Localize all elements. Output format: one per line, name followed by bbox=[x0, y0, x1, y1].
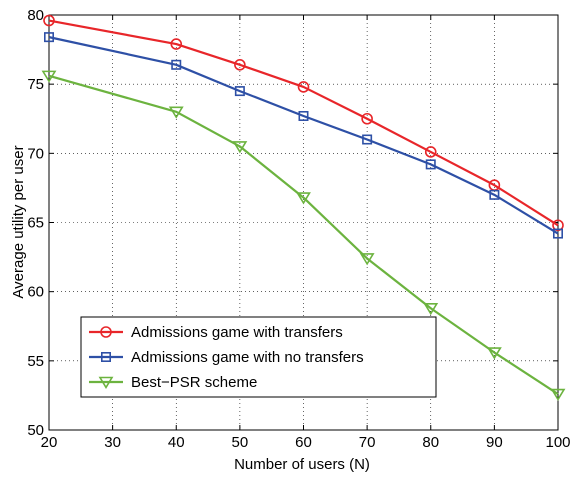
series-2-point bbox=[298, 110, 309, 121]
series-layer bbox=[41, 14, 566, 401]
legend-swatch-marker bbox=[101, 351, 112, 362]
series-2-point bbox=[234, 86, 245, 97]
series-3-point bbox=[41, 70, 57, 83]
y-tick-label: 70 bbox=[27, 145, 44, 162]
series-1-point bbox=[43, 14, 55, 27]
x-tick-label: 70 bbox=[359, 434, 376, 451]
legend-label: Admissions game with transfers bbox=[131, 324, 343, 341]
y-tick-label: 65 bbox=[27, 215, 44, 232]
series-2-line bbox=[48, 36, 559, 235]
series-2 bbox=[43, 32, 563, 239]
x-tick-label: 90 bbox=[486, 434, 503, 451]
series-1-point bbox=[361, 112, 373, 125]
x-tick-label: 60 bbox=[295, 434, 312, 451]
series-1-point bbox=[234, 59, 246, 71]
series-3-point bbox=[232, 141, 248, 154]
legend-swatch-marker bbox=[98, 376, 114, 389]
legend-swatch-marker bbox=[100, 326, 112, 338]
series-1-line bbox=[48, 19, 559, 227]
legend-entry-1: Admissions game with transfers bbox=[89, 324, 343, 341]
axes: 20 30 40 50 60 70 80 90 100 50 55 60 65 70 75 80 bbox=[27, 7, 570, 451]
x-tick-label: 80 bbox=[422, 434, 439, 451]
series-2-point bbox=[425, 159, 436, 170]
legend-label: Admissions game with no transfers bbox=[131, 349, 364, 366]
x-tick-label: 100 bbox=[545, 434, 570, 451]
x-tick-label: 40 bbox=[168, 434, 185, 451]
y-tick-label: 60 bbox=[27, 284, 44, 301]
series-2-point bbox=[362, 134, 373, 145]
legend-label: Best−PSR scheme bbox=[131, 374, 257, 391]
series-1-point bbox=[297, 81, 310, 93]
series-2-point bbox=[489, 189, 500, 200]
series-1-point bbox=[552, 219, 564, 232]
series-3 bbox=[41, 70, 566, 401]
legend-box bbox=[80, 316, 437, 398]
y-tick-label: 50 bbox=[27, 422, 44, 439]
series-3-point bbox=[359, 253, 375, 266]
x-axis-label: Number of users (N) bbox=[234, 456, 370, 473]
series-2-point bbox=[171, 59, 182, 70]
y-tick-label: 75 bbox=[27, 76, 44, 93]
y-axis-label: Average utility per user bbox=[10, 145, 27, 298]
x-tick-label: 50 bbox=[232, 434, 249, 451]
legend: Admissions game with transfers Admissions… bbox=[80, 316, 437, 398]
series-2-point bbox=[552, 228, 563, 239]
series-1-point bbox=[170, 38, 183, 50]
series-1-point bbox=[424, 146, 437, 158]
series-2-point bbox=[43, 32, 54, 43]
series-3-line bbox=[48, 74, 559, 395]
x-tick-label: 20 bbox=[41, 434, 58, 451]
series-3-point bbox=[486, 347, 502, 360]
series-3-point bbox=[423, 302, 439, 316]
x-tick-label: 30 bbox=[104, 434, 121, 451]
y-tick-label: 55 bbox=[27, 353, 44, 370]
y-tick-label: 80 bbox=[27, 7, 44, 24]
legend-entry-2: Admissions game with no transfers bbox=[89, 349, 364, 366]
legend-entry-3: Best−PSR scheme bbox=[89, 374, 257, 391]
series-3-point bbox=[550, 388, 566, 401]
series-3-point bbox=[168, 106, 184, 119]
series-1 bbox=[43, 14, 564, 232]
series-3-point bbox=[296, 192, 311, 205]
